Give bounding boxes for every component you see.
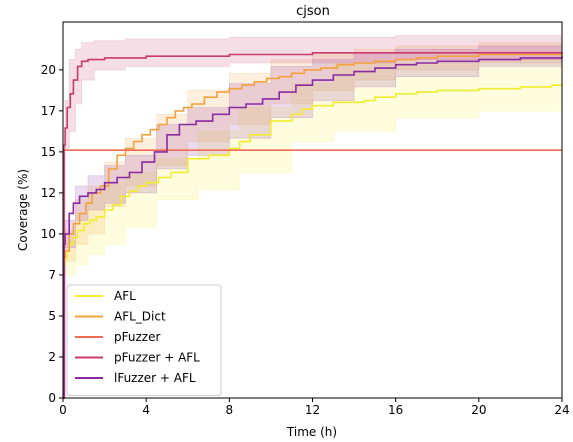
y-tick-label: 7	[48, 268, 56, 282]
x-axis: 0 4 8 12 16 20 24	[59, 398, 570, 417]
legend-label-lfuzzer-afl: lFuzzer + AFL	[114, 371, 196, 385]
y-tick-label: 12	[41, 186, 56, 200]
x-tick-label: 0	[59, 403, 67, 417]
legend-label-pfuzzer: pFuzzer	[114, 330, 160, 344]
line-afl	[63, 84, 562, 399]
line-pfuzzer-afl	[63, 52, 562, 399]
legend: AFL AFL_Dict pFuzzer pFuzzer + AFL lFuzzer +…	[66, 284, 222, 396]
y-tick-label: 0	[48, 391, 56, 405]
y-tick-label: 20	[41, 63, 56, 77]
y-tick-label: 5	[48, 309, 56, 323]
x-tick-label: 16	[388, 403, 403, 417]
series-lines	[63, 52, 563, 399]
legend-label-pfuzzer-afl: pFuzzer + AFL	[114, 351, 200, 365]
y-tick-label: 2	[48, 350, 56, 364]
y-axis: 0 2 5 7 10 12 15 17 20	[41, 63, 63, 405]
legend-label-afl-dict: AFL_Dict	[114, 310, 166, 324]
chart-title: cjson	[296, 4, 330, 19]
y-tick-label: 17	[41, 104, 56, 118]
x-tick-label: 8	[226, 403, 234, 417]
line-lfuzzer-afl	[63, 56, 563, 399]
line-afl-dict	[63, 52, 563, 399]
legend-label-afl: AFL	[114, 289, 136, 303]
y-tick-label: 10	[41, 227, 56, 241]
y-tick-label: 15	[41, 145, 56, 159]
x-tick-label: 12	[305, 403, 320, 417]
x-tick-label: 4	[142, 403, 150, 417]
legend-box	[66, 284, 222, 396]
x-axis-label: Time (h)	[286, 425, 337, 439]
y-axis-label: Coverage (%)	[16, 169, 30, 251]
x-tick-label: 24	[554, 403, 569, 417]
x-tick-label: 20	[471, 403, 486, 417]
plot-frame	[62, 21, 563, 399]
